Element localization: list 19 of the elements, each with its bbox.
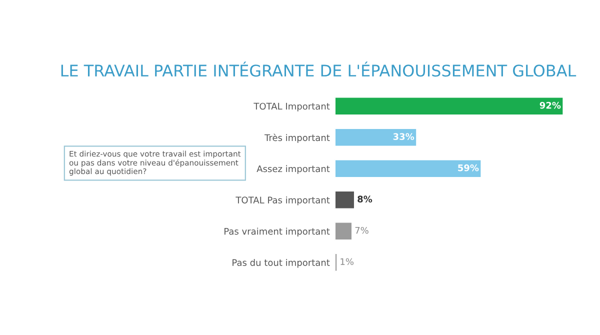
y-tick-label: Très important xyxy=(264,134,330,143)
data-label: 59% xyxy=(458,164,479,172)
y-tick-label: TOTAL Pas important xyxy=(236,196,330,206)
data-label: 8% xyxy=(358,196,372,203)
y-tick-label: Pas vraiment important xyxy=(224,228,330,236)
data-label: 92% xyxy=(540,102,561,109)
y-tick-label: TOTAL Important xyxy=(254,102,330,112)
bar xyxy=(334,96,564,116)
bar xyxy=(334,128,418,148)
bar xyxy=(334,221,353,241)
bar xyxy=(334,190,356,210)
data-label: 7% xyxy=(355,226,368,234)
data-label: 1% xyxy=(340,258,354,266)
bar xyxy=(334,252,338,272)
y-tick-label: Assez important xyxy=(256,165,330,174)
chart-title: LE TRAVAIL PARTIE INTÉGRANTE DE L'ÉPANOUISSEMENT GLOBAL xyxy=(61,62,576,77)
bar xyxy=(334,158,482,178)
data-label: 33% xyxy=(393,133,414,140)
y-tick-label: Pas du tout important xyxy=(232,258,330,268)
